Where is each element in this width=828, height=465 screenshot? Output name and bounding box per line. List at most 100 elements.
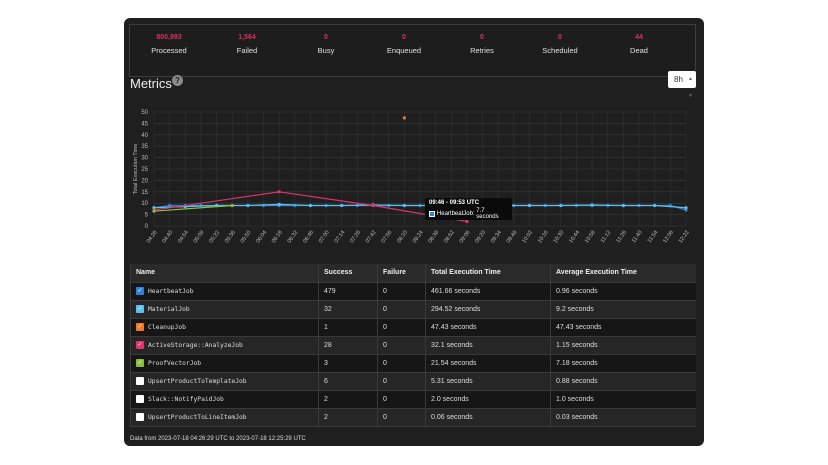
job-checkbox[interactable] [136,377,144,385]
x-tick-label: 05:22 [208,230,221,245]
x-tick-label: 06:32 [287,230,300,245]
x-tick-label: 12:22 [678,230,691,245]
stat-value: 0 [480,34,484,41]
x-tick-label: 08:38 [427,230,440,245]
job-success-cell: 1 [318,318,378,337]
y-tick-label: 40 [141,133,148,139]
x-tick-label: 08:24 [412,230,425,245]
job-name-text[interactable]: MaterialJob [148,305,190,313]
job-name-text[interactable]: ActiveStorage::AnalyzeJob [148,341,243,349]
job-total-cell: 47.43 seconds [425,318,551,337]
job-name-text[interactable]: UpsertProductToTemplateJob [148,377,247,385]
series-line-3 [153,191,468,223]
series-point-3 [277,190,281,194]
series-point-1 [653,203,657,208]
job-checkbox[interactable]: ✓ [136,359,144,367]
job-total-cell: 21.54 seconds [425,354,551,373]
col-name[interactable]: Name [130,264,319,283]
x-tick-label: 08:52 [443,230,456,245]
x-tick-label: 11:54 [647,230,660,244]
job-success-cell: 6 [318,372,378,391]
x-tick-label: 10:58 [584,230,597,245]
table-row: Slack::NotifyPaidJob 2 0 2.0 seconds 1.0 sec… [130,390,696,409]
table-row: ✓ ActiveStorage::AnalyzeJob 28 0 32.1 second… [130,336,696,355]
job-name-text[interactable]: ProofVectorJob [148,359,202,367]
job-failure-cell: 0 [377,336,426,355]
job-name-cell: ✓ ActiveStorage::AnalyzeJob [130,336,319,355]
help-icon[interactable]: ? [172,75,183,86]
job-checkbox[interactable] [136,395,144,403]
job-name: UpsertProductToLineItemJob [136,413,313,421]
series-point-1 [277,202,281,206]
job-name: ✓ ActiveStorage::AnalyzeJob [136,341,313,349]
job-checkbox[interactable] [136,413,144,421]
job-name: Slack::NotifyPaidJob [136,395,313,403]
job-name-text[interactable]: Slack::NotifyPaidJob [148,395,224,403]
stat-value: 0 [324,34,328,41]
x-tick-label: 10:16 [537,230,550,245]
col-success[interactable]: Success [318,264,378,283]
job-name-cell: UpsertProductToTemplateJob [130,372,319,391]
table-row: ✓ MaterialJob 32 0 294.52 seconds 9.2 seconds [130,300,696,319]
y-tick-label: 10 [141,201,148,207]
table-row: ✓ CleanupJob 1 0 47.43 seconds 47.43 seconds [130,318,696,337]
x-tick-label: 06:04 [255,230,268,245]
job-checkbox[interactable]: ✓ [136,341,144,349]
job-name: ✓ CleanupJob [136,323,313,331]
job-success-cell: 32 [318,300,378,319]
x-tick-label: 11:40 [631,230,644,244]
job-name: ✓ MaterialJob [136,305,313,313]
job-name-cell: UpsertProductToLineItemJob [130,408,319,427]
job-name-text[interactable]: CleanupJob [148,323,186,331]
dashboard-panel: 800,993 Processed 1,564 Failed 0 Busy 0 Enqueue… [124,18,704,446]
series-point-4 [152,209,156,213]
metrics-chart[interactable]: 0 5 10 15 20 25 30 35 40 45 50 04:26 04:40 04:54 05:08… [124,102,704,264]
x-tick-label: 09:48 [506,230,519,245]
stat-label: Busy [317,46,335,55]
job-total-cell: 5.31 seconds [425,372,551,391]
stat-value: 44 [635,34,643,41]
period-select[interactable]: 8h ▲ ▼ [668,71,696,99]
job-avg-cell: 9.2 seconds [550,300,696,319]
series-point-1 [340,203,344,208]
job-name-cell: Slack::NotifyPaidJob [130,390,319,409]
tooltip-value: 7.7 seconds [476,208,499,220]
col-avg-time[interactable]: Average Execution Time [550,264,696,283]
job-name: ✓ HeartbeatJob [136,287,313,295]
jobs-table: Name Success Failure Total Execution Tim… [130,264,696,427]
job-name-text[interactable]: UpsertProductToLineItemJob [148,413,247,421]
col-total-time[interactable]: Total Execution Time [425,264,551,283]
job-total-cell: 2.0 seconds [425,390,551,409]
x-tick-label: 07:42 [365,230,378,245]
col-failure[interactable]: Failure [377,264,426,283]
x-tick-label: 06:46 [302,230,315,245]
series-point-1 [152,206,156,210]
series-point-1 [402,203,406,208]
tooltip-row: HeartbeatJob: 7.7 seconds [429,208,508,220]
series-line-1 [153,203,687,209]
series-point-3 [371,203,375,208]
chevron-updown-icon: ▲ ▼ [688,76,693,99]
x-tick-label: 06:18 [271,230,284,245]
x-tick-label: 09:06 [459,230,472,245]
x-tick-label: 12:08 [662,230,675,245]
job-name-cell: ✓ ProofVectorJob [130,354,319,373]
series-point-1 [684,206,688,210]
job-failure-cell: 0 [377,372,426,391]
job-avg-cell: 0.96 seconds [550,282,696,301]
job-checkbox[interactable]: ✓ [136,305,144,313]
job-total-cell: 294.52 seconds [425,300,551,319]
y-tick-label: 30 [141,156,148,162]
tooltip-swatch [429,211,435,217]
job-name: ✓ ProofVectorJob [136,359,313,367]
tooltip-title: 09:46 - 09:53 UTC [429,200,480,206]
job-name-text[interactable]: HeartbeatJob [148,287,194,295]
y-tick-label: 15 [141,190,148,196]
job-failure-cell: 0 [377,408,426,427]
job-checkbox[interactable]: ✓ [136,323,144,331]
x-tick-label: 09:20 [474,230,487,245]
job-checkbox[interactable]: ✓ [136,287,144,295]
job-avg-cell: 1.0 seconds [550,390,696,409]
job-name-cell: ✓ MaterialJob [130,300,319,319]
job-success-cell: 2 [318,390,378,409]
